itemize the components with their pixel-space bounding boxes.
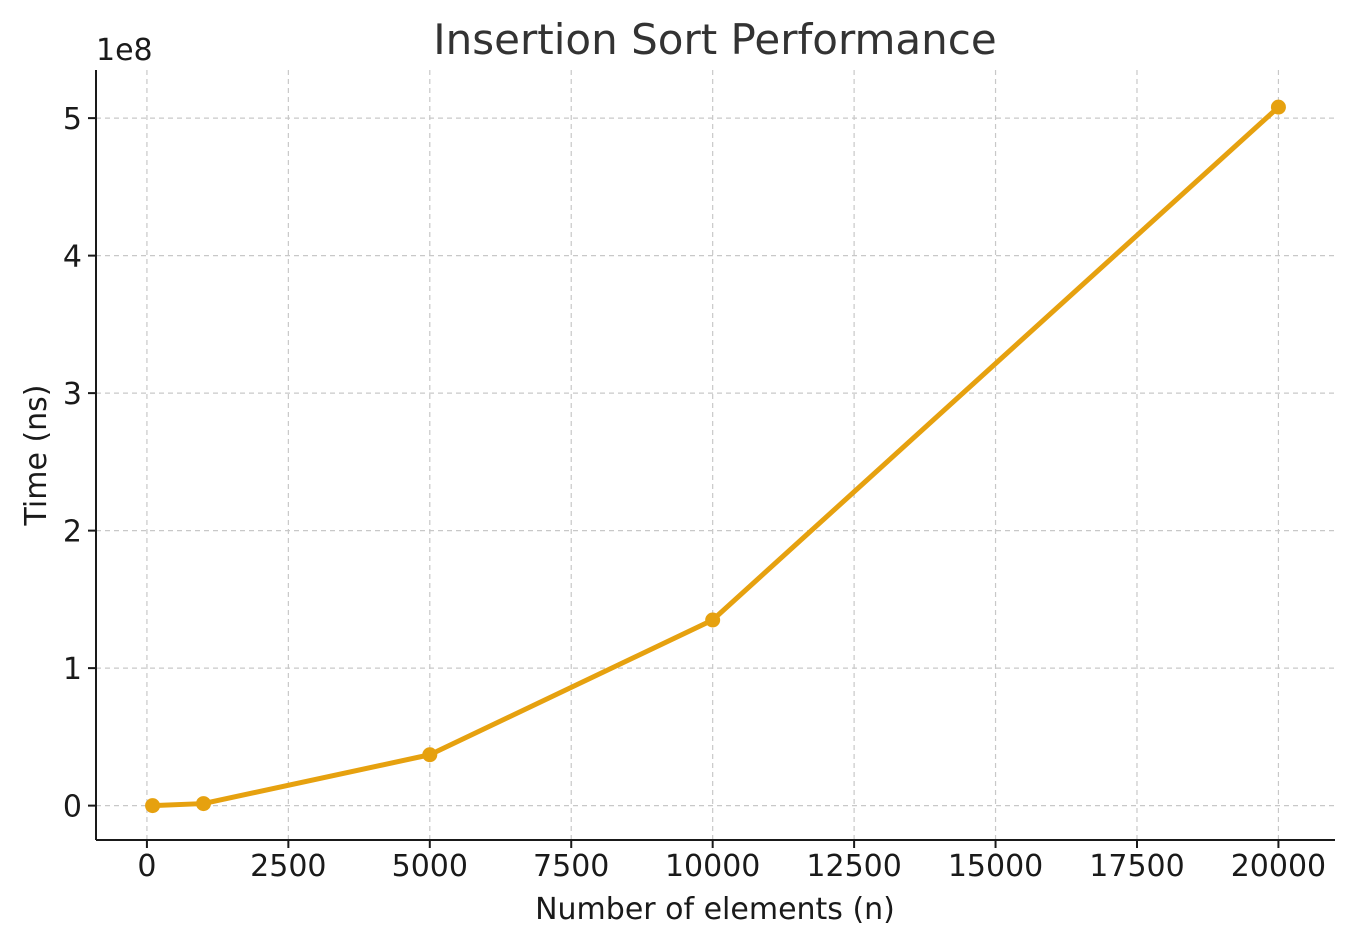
grid-layer	[96, 70, 1335, 840]
data-point	[1270, 99, 1286, 115]
x-tick-label: 17500	[1089, 849, 1184, 884]
x-tick-label: 15000	[948, 849, 1043, 884]
x-tick-label: 20000	[1231, 849, 1326, 884]
y-tick-label: 2	[63, 515, 82, 550]
data-point	[195, 796, 211, 812]
x-tick-label: 7500	[533, 849, 609, 884]
data-point	[705, 612, 721, 628]
y-tick-label: 3	[63, 377, 82, 412]
y-tick-label: 4	[63, 240, 82, 275]
y-axis-label: Time (ns)	[19, 384, 54, 526]
y-axis-offset-label: 1e8	[96, 33, 153, 68]
x-tick-label: 10000	[665, 849, 760, 884]
x-tick-label: 0	[137, 849, 156, 884]
ticks-layer: 0 2500 5000 7500 10000 12500 15000 17500 20000 0 1…	[63, 102, 1326, 884]
y-tick-label: 0	[63, 790, 82, 825]
data-point	[145, 798, 161, 814]
data-point	[422, 747, 438, 763]
y-tick-label: 5	[63, 102, 82, 137]
chart-title: Insertion Sort Performance	[433, 15, 996, 64]
x-tick-label: 2500	[250, 849, 326, 884]
axes-layer	[95, 70, 1335, 841]
series-layer	[145, 99, 1286, 814]
y-tick-label: 1	[63, 652, 82, 687]
series-line	[150, 104, 1281, 809]
x-tick-label: 5000	[392, 849, 468, 884]
x-axis-label: Number of elements (n)	[535, 892, 895, 927]
x-tick-label: 12500	[806, 849, 901, 884]
